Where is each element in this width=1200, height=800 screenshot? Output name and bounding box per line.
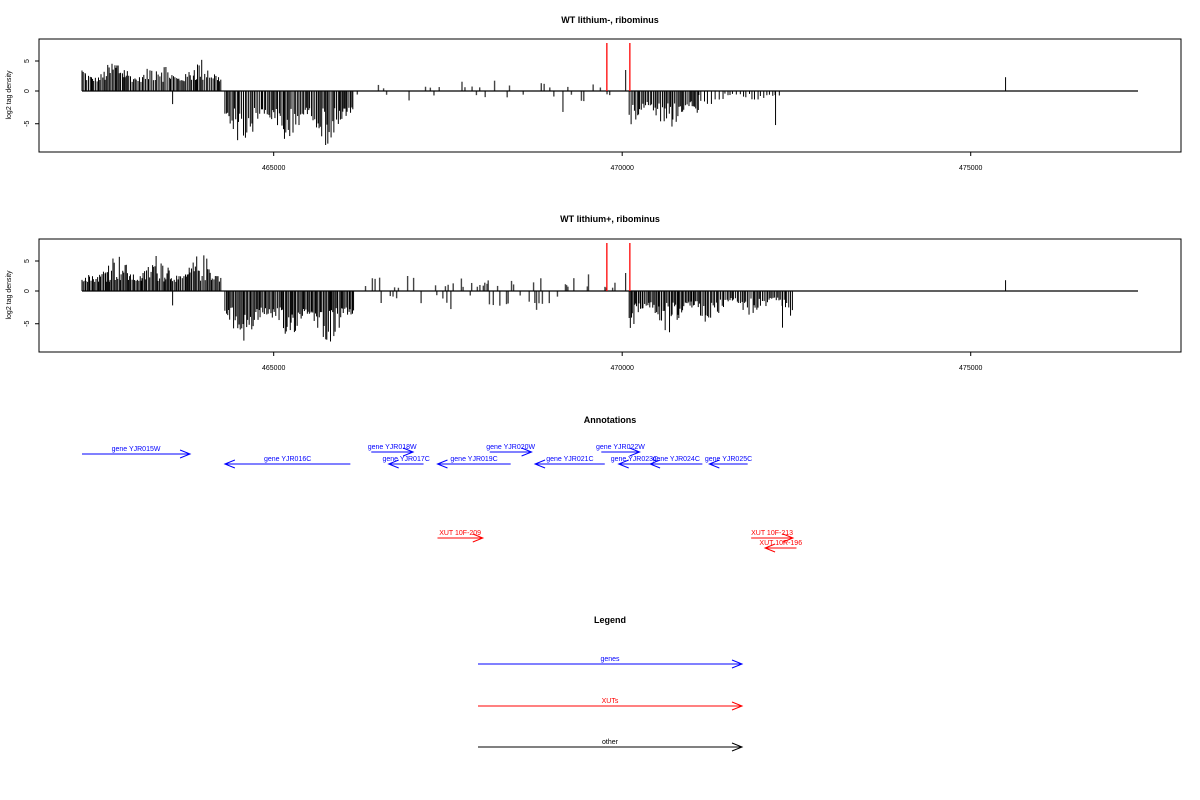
legend-item: genes [478,656,744,669]
gene-arrow-arrowhead [617,459,629,469]
xut-arrow-arrowhead [472,533,485,543]
panel-2-title: WT lithium+, ribominus [560,214,660,224]
gene-arrow-label: gene YJR017C [382,456,429,463]
gene-arrow: gene YJR020W [486,444,536,457]
gene-arrow-arrowhead [179,449,192,459]
gene-arrow: gene YJR016C [223,456,351,469]
gene-arrow-label: gene YJR025C [705,456,752,463]
xut-arrow-arrowhead [763,543,776,553]
legend-item-arrowhead [731,659,744,669]
xut-arrow-arrowhead [782,533,795,543]
gene-annotations: gene YJR015W gene YJR016C gene YJR017C gene… [82,444,752,469]
gene-arrow-arrowhead [533,459,546,469]
x-tick-label: 475000 [959,165,982,172]
gene-arrow-arrowhead [223,459,236,469]
panel-2-plot-box [38,238,1182,353]
legend-items: genes XUTs other [478,656,744,752]
gene-arrow-label: gene YJR018W [368,444,417,451]
gene-arrow: gene YJR025C [705,456,752,469]
legend-item-label: XUTs [602,698,619,705]
panel-2-signal-bars [81,255,1007,342]
gene-arrow-label: gene YJR021C [546,456,593,463]
gene-arrow-arrowhead [648,459,661,469]
legend-title: Legend [594,615,626,625]
gene-arrow: gene YJR023C [611,456,658,469]
legend-panel: Legend genes XUTs other [478,615,744,752]
gene-arrow-label: gene YJR019C [450,456,497,463]
xut-arrow-label: XUT 10R-196 [759,540,802,547]
gene-arrow-label: gene YJR016C [264,456,311,463]
panel-1-plot-box [38,38,1182,153]
xut-arrow-label: XUT 10F-213 [751,530,793,537]
panel-1-x-axis: 465000 470000 475000 [262,152,982,172]
gene-arrow: gene YJR018W [368,444,417,457]
panel-1-title: WT lithium-, ribominus [561,15,659,25]
gene-arrow: gene YJR019C [436,456,511,469]
gene-arrow: gene YJR024C [648,456,703,469]
xut-arrow: XUT 10F-213 [751,530,795,543]
gene-arrow-arrowhead [402,447,415,457]
panel-1-y-label: log2 tag density [6,70,13,120]
gene-arrow-label: gene YJR022W [596,444,645,451]
gene-arrow: gene YJR017C [382,456,430,469]
gene-arrow-arrowhead [707,459,720,469]
gene-arrow: gene YJR021C [533,456,605,469]
xut-arrow-label: XUT 10F-209 [439,530,481,537]
y-tick-label: 0 [24,289,31,293]
gene-arrow: gene YJR022W [596,444,645,457]
gene-arrow-arrowhead [521,447,533,457]
x-tick-label: 465000 [262,165,285,172]
panel-2-tss-markers [606,243,631,291]
panel-2-y-axis: -5 0 5 [24,259,39,327]
xut-arrow: XUT 10F-209 [437,530,485,543]
gene-arrow-label: gene YJR020W [486,444,535,451]
gene-arrow-label: gene YJR024C [653,456,700,463]
annotations-title: Annotations [584,415,637,425]
xut-arrow: XUT 10R-196 [759,540,802,553]
panel-1-tss-markers [606,43,631,91]
gene-arrow-arrowhead [436,459,448,469]
xut-annotations: XUT 10F-209 XUT 10F-213 XUT 10R-196 [437,530,802,553]
legend-item-arrowhead [731,701,744,711]
x-tick-label: 470000 [611,365,634,372]
gene-arrow-label: gene YJR023C [611,456,658,463]
y-tick-label: -5 [24,321,31,327]
y-tick-label: -5 [24,121,31,127]
y-tick-label: 5 [24,59,31,63]
panel-2-x-axis: 465000 470000 475000 [262,352,982,372]
legend-item-label: other [602,739,619,746]
panel-1-y-axis: -5 0 5 [24,59,39,127]
gene-arrow-arrowhead [387,459,399,469]
x-tick-label: 470000 [611,165,634,172]
gene-arrow-arrowhead [629,447,641,457]
legend-item: XUTs [478,698,744,711]
gene-arrow: gene YJR015W [82,446,192,459]
panel-1-signal-bars [81,59,1007,145]
y-tick-label: 0 [24,89,31,93]
legend-item: other [478,739,744,752]
legend-item-arrowhead [731,742,744,752]
y-tick-label: 5 [24,259,31,263]
gene-arrow-label: gene YJR015W [112,446,161,453]
panel-2-y-label: log2 tag density [6,270,13,320]
legend-item-label: genes [600,656,620,663]
panel-lithium-minus: WT lithium-, ribominus 465000 470000 47500… [6,15,1182,172]
x-tick-label: 475000 [959,365,982,372]
x-tick-label: 465000 [262,365,285,372]
panel-lithium-plus: WT lithium+, ribominus 465000 470000 47500… [6,214,1182,372]
